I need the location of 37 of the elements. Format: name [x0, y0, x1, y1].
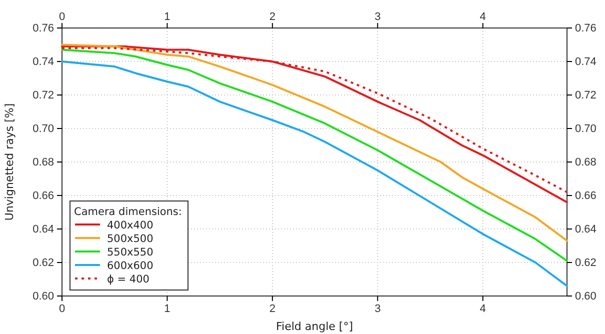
- y-tick-label: 0.64: [32, 224, 54, 236]
- y2-tick-label: 0.60: [575, 290, 596, 303]
- y-tick-label: 0.76: [32, 22, 54, 35]
- y-tick-label: 0.60: [32, 290, 54, 303]
- y-tick-label: 0.62: [32, 257, 54, 270]
- y-tick-label: 0.74: [32, 56, 54, 68]
- legend-label: 500x500: [107, 233, 154, 245]
- x2-tick-label: 4: [480, 302, 486, 315]
- y2-tick-label: 0.66: [575, 190, 596, 202]
- x2-tick-label: 2: [269, 302, 276, 315]
- legend-label: 600x600: [107, 260, 154, 272]
- legend-label: 400x400: [107, 220, 154, 232]
- x-tick-label: 1: [164, 11, 170, 23]
- y2-tick-label: 0.62: [575, 257, 596, 270]
- x-tick-label: 3: [374, 11, 381, 23]
- y-tick-label: 0.70: [32, 123, 54, 136]
- y2-tick-label: 0.72: [575, 90, 596, 102]
- legend-title: Camera dimensions:: [74, 206, 182, 218]
- y-tick-label: 0.66: [32, 190, 54, 202]
- y2-tick-label: 0.76: [575, 22, 596, 35]
- y2-tick-label: 0.74: [575, 56, 596, 68]
- x-tick-label: 2: [269, 11, 276, 23]
- legend-label: ϕ = 400: [107, 274, 150, 286]
- line-series: [61, 60, 568, 287]
- x2-tick-label: 1: [164, 302, 170, 315]
- y2-tick-label: 0.64: [575, 224, 596, 236]
- x2-tick-label: 0: [58, 302, 66, 315]
- y2-tick-label: 0.70: [575, 123, 596, 136]
- y-axis-title: Unvignetted rays [%]: [3, 103, 16, 221]
- y-tick-label: 0.68: [32, 156, 54, 169]
- x-axis-title: Field angle [°]: [276, 320, 353, 333]
- y-tick-label: 0.72: [32, 90, 54, 102]
- legend-label: 550x550: [107, 246, 154, 258]
- x-tick-label: 0: [58, 11, 66, 23]
- x2-tick-label: 3: [374, 302, 381, 315]
- x-tick-label: 4: [480, 11, 486, 23]
- y2-tick-label: 0.68: [575, 156, 596, 169]
